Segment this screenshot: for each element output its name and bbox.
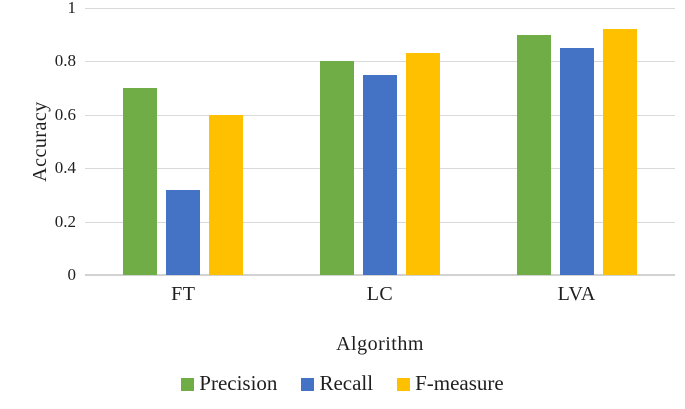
- y-tick-label-0.4: 0.4: [54, 158, 76, 178]
- x-axis-line: [85, 274, 675, 276]
- y-tick-labels: 0 0.2 0.4 0.6 0.8 1: [0, 0, 76, 283]
- gridline: [85, 61, 675, 63]
- bar-group-ft: [85, 8, 282, 275]
- bar-precision-lc: [320, 61, 354, 275]
- y-tick-label-1: 1: [67, 0, 77, 18]
- plot-area: [85, 8, 675, 276]
- bar-precision-lva: [516, 34, 551, 275]
- y-tick-label-0.2: 0.2: [54, 211, 76, 231]
- x-axis-title: Algorithm: [336, 333, 424, 355]
- bar-f-measure-ft: [209, 114, 244, 275]
- legend-label: Recall: [319, 371, 374, 395]
- x-category-label-lc: LC: [366, 283, 394, 305]
- bar-recall-ft: [166, 189, 201, 275]
- y-tick-label-0: 0: [67, 265, 77, 285]
- bar-recall-lc: [363, 74, 397, 275]
- x-category-label-lva: LVA: [557, 283, 596, 305]
- legend-item-f-measure: F-measure: [397, 371, 504, 396]
- legend-label: Precision: [199, 371, 278, 395]
- x-category-labels: FT LC LVA: [85, 283, 675, 306]
- y-tick-label-0.6: 0.6: [54, 104, 76, 124]
- x-category-label-ft: FT: [171, 283, 196, 305]
- legend-item-precision: Precision: [181, 371, 277, 396]
- bar-precision-ft: [123, 88, 158, 275]
- bar-group-lva: [478, 8, 675, 275]
- bar-group-lc: [282, 8, 479, 275]
- legend-swatch-icon: [301, 378, 315, 391]
- legend-swatch-icon: [397, 378, 411, 391]
- legend-swatch-icon: [181, 378, 195, 391]
- gridline: [85, 8, 675, 9]
- bar-f-measure-lc: [406, 53, 440, 275]
- legend-item-recall: Recall: [301, 371, 373, 396]
- bar-groups: [85, 8, 675, 275]
- y-tick-label-0.8: 0.8: [54, 51, 76, 71]
- legend-label: F-measure: [415, 371, 504, 395]
- legend: Precision Recall F-measure: [0, 371, 685, 396]
- bar-f-measure-lva: [602, 29, 637, 275]
- bar-recall-lva: [559, 48, 594, 275]
